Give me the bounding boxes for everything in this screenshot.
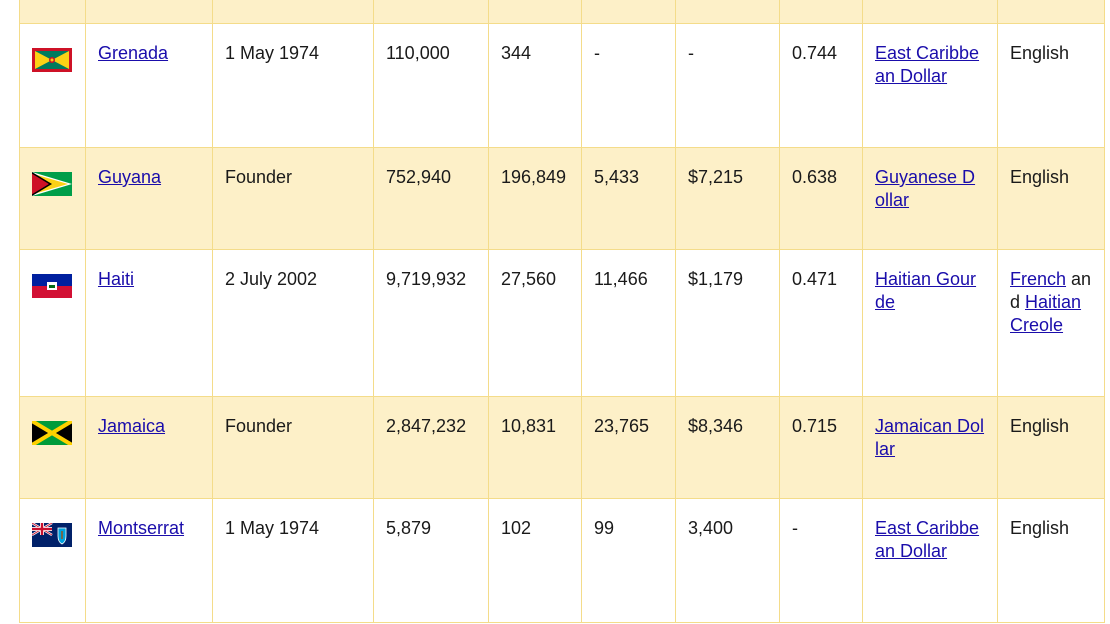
table-cell: [862, 0, 998, 24]
guyana-flag-icon[interactable]: [32, 172, 72, 196]
population-cell: 752,940: [373, 147, 489, 250]
population-cell: 9,719,932: [373, 249, 489, 397]
language-cell: English: [997, 23, 1105, 148]
value-cell: 23,765: [581, 396, 676, 499]
value-cell: 99: [581, 498, 676, 623]
country-cell: Grenada: [85, 23, 213, 148]
language-cell: English: [997, 498, 1105, 623]
table-row-guyana: Guyana Founder 752,940 196,849 5,433 $7,…: [19, 147, 1105, 250]
value-cell: -: [581, 23, 676, 148]
value-cell: 11,466: [581, 249, 676, 397]
joined-cell: 1 May 1974: [212, 498, 374, 623]
montserrat-flag-icon[interactable]: [32, 523, 72, 547]
language-separator: and: [1010, 269, 1092, 312]
value-cell: $7,215: [675, 147, 780, 250]
table-row-jamaica: Jamaica Founder 2,847,232 10,831 23,765 …: [19, 396, 1105, 499]
population-cell: 2,847,232: [373, 396, 489, 499]
currency-link[interactable]: East Caribbean Dollar: [875, 43, 980, 86]
currency-link[interactable]: Guyanese Dollar: [875, 167, 976, 210]
grenada-flag-icon[interactable]: [32, 48, 72, 72]
country-link[interactable]: Haiti: [98, 269, 135, 289]
flag-cell: [19, 249, 86, 397]
table-row-montserrat: Montserrat 1 May 1974 5,879 102 99 3,400…: [19, 498, 1105, 623]
language-link-french[interactable]: French: [1010, 269, 1067, 289]
area-cell: 196,849: [488, 147, 582, 250]
area-cell: 27,560: [488, 249, 582, 397]
population-cell: 5,879: [373, 498, 489, 623]
haiti-flag-icon[interactable]: [32, 274, 72, 298]
currency-link[interactable]: Haitian Gourde: [875, 269, 977, 312]
joined-cell: 2 July 2002: [212, 249, 374, 397]
value-cell: -: [675, 23, 780, 148]
population-cell: 110,000: [373, 23, 489, 148]
currency-cell: East Caribbean Dollar: [862, 23, 998, 148]
language-cell: French and Haitian Creole: [997, 249, 1105, 397]
table-cell: [212, 0, 374, 24]
flag-cell: [19, 23, 86, 148]
flag-cell: [19, 396, 86, 499]
hdi-cell: -: [779, 498, 863, 623]
currency-link[interactable]: Jamaican Dollar: [875, 416, 985, 459]
table-row-haiti: Haiti 2 July 2002 9,719,932 27,560 11,46…: [19, 249, 1105, 397]
area-cell: 102: [488, 498, 582, 623]
table-cell: [488, 0, 582, 24]
joined-cell: 1 May 1974: [212, 23, 374, 148]
table-row-grenada: Grenada 1 May 1974 110,000 344 - - 0.744…: [19, 23, 1105, 148]
language-link-haitian-creole[interactable]: Haitian Creole: [1010, 292, 1082, 335]
member-states-table: Grenada 1 May 1974 110,000 344 - - 0.744…: [19, 0, 1105, 623]
hdi-cell: 0.744: [779, 23, 863, 148]
value-cell: 5,433: [581, 147, 676, 250]
language-cell: English: [997, 396, 1105, 499]
currency-cell: Jamaican Dollar: [862, 396, 998, 499]
table-cell: [997, 0, 1105, 24]
country-cell: Jamaica: [85, 396, 213, 499]
country-cell: Guyana: [85, 147, 213, 250]
area-cell: 10,831: [488, 396, 582, 499]
hdi-cell: 0.715: [779, 396, 863, 499]
joined-cell: Founder: [212, 396, 374, 499]
language-cell: English: [997, 147, 1105, 250]
member-states-table-wrapper: Grenada 1 May 1974 110,000 344 - - 0.744…: [19, 0, 1105, 623]
currency-cell: East Caribbean Dollar: [862, 498, 998, 623]
country-link[interactable]: Jamaica: [98, 416, 166, 436]
area-cell: 344: [488, 23, 582, 148]
value-cell: $1,179: [675, 249, 780, 397]
table-cell: [581, 0, 676, 24]
flag-cell: [19, 498, 86, 623]
flag-cell: [19, 147, 86, 250]
country-link[interactable]: Montserrat: [98, 518, 185, 538]
table-row-partial: [19, 0, 1105, 24]
currency-cell: Haitian Gourde: [862, 249, 998, 397]
table-cell: [779, 0, 863, 24]
currency-link[interactable]: East Caribbean Dollar: [875, 518, 980, 561]
currency-cell: Guyanese Dollar: [862, 147, 998, 250]
value-cell: 3,400: [675, 498, 780, 623]
table-cell: [19, 0, 86, 24]
country-link[interactable]: Grenada: [98, 43, 169, 63]
table-cell: [85, 0, 213, 24]
joined-cell: Founder: [212, 147, 374, 250]
hdi-cell: 0.471: [779, 249, 863, 397]
country-cell: Haiti: [85, 249, 213, 397]
table-cell: [373, 0, 489, 24]
country-link[interactable]: Guyana: [98, 167, 162, 187]
jamaica-flag-icon[interactable]: [32, 421, 72, 445]
hdi-cell: 0.638: [779, 147, 863, 250]
value-cell: $8,346: [675, 396, 780, 499]
table-cell: [675, 0, 780, 24]
country-cell: Montserrat: [85, 498, 213, 623]
